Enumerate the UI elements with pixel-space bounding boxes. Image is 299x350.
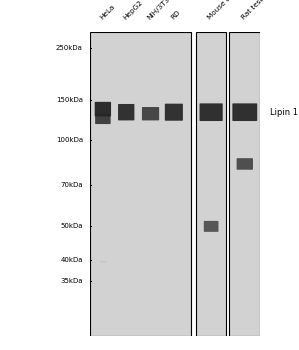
- Text: 40kDa: 40kDa: [60, 257, 83, 263]
- FancyBboxPatch shape: [232, 103, 257, 121]
- Text: HeLa: HeLa: [99, 4, 116, 21]
- Text: 70kDa: 70kDa: [60, 182, 83, 188]
- Text: 250kDa: 250kDa: [56, 45, 83, 51]
- FancyBboxPatch shape: [204, 221, 219, 232]
- FancyBboxPatch shape: [165, 104, 183, 121]
- Bar: [196, 32, 226, 336]
- Text: 35kDa: 35kDa: [60, 278, 83, 284]
- FancyBboxPatch shape: [118, 104, 134, 120]
- Text: 150kDa: 150kDa: [56, 97, 83, 103]
- Text: 50kDa: 50kDa: [60, 223, 83, 229]
- FancyBboxPatch shape: [142, 107, 159, 120]
- FancyBboxPatch shape: [199, 103, 223, 121]
- Text: RD: RD: [170, 9, 181, 21]
- Text: NIH/3T3: NIH/3T3: [146, 0, 171, 21]
- Text: Mouse testis: Mouse testis: [207, 0, 243, 21]
- Bar: [90, 32, 191, 336]
- Text: Rat testis: Rat testis: [241, 0, 269, 21]
- Bar: [229, 32, 260, 336]
- Text: HepG2: HepG2: [122, 0, 144, 21]
- FancyBboxPatch shape: [95, 102, 111, 117]
- FancyBboxPatch shape: [95, 114, 111, 124]
- Text: 100kDa: 100kDa: [56, 136, 83, 142]
- FancyBboxPatch shape: [237, 158, 253, 170]
- Text: Lipin 1: Lipin 1: [270, 108, 298, 117]
